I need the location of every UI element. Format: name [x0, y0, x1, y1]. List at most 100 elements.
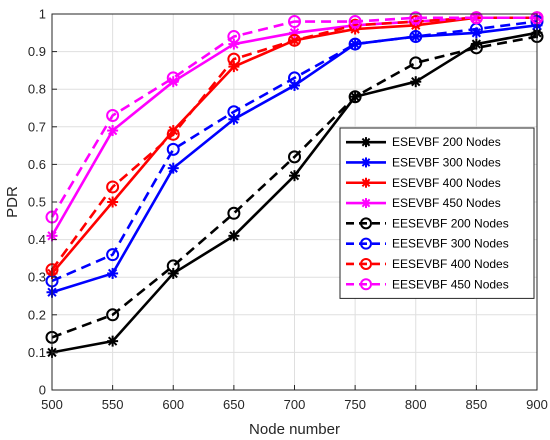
legend-entry: EESEVBF 200 Nodes: [346, 216, 509, 230]
legend-entry: EESEVBF 450 Nodes: [346, 277, 509, 291]
legend-box: [339, 127, 535, 299]
x-tick-label: 600: [162, 397, 184, 412]
circle-marker: [227, 52, 241, 66]
legend-entry: ESEVBF 200 Nodes: [346, 135, 501, 149]
x-tick-label: 800: [405, 397, 427, 412]
circle-marker: [166, 259, 180, 273]
asterisk-marker: [107, 196, 119, 208]
circle-marker: [348, 90, 362, 104]
legend-entry: EESEVBF 400 Nodes: [346, 257, 509, 271]
legend-entry: EESEVBF 300 Nodes: [346, 237, 509, 251]
y-tick-label: 0.8: [28, 82, 46, 97]
circle-marker: [106, 248, 120, 262]
asterisk-marker: [361, 198, 371, 209]
y-tick-label: 0.3: [28, 270, 46, 285]
asterisk-marker: [289, 170, 300, 182]
legend-label: ESEVBF 450 Nodes: [392, 196, 501, 210]
legend-entry: ESEVBF 450 Nodes: [346, 196, 501, 210]
circle-marker: [348, 37, 362, 51]
y-tick-label: 1: [39, 7, 46, 22]
circle-marker: [409, 11, 423, 25]
series-7: [45, 11, 544, 277]
asterisk-stroke: [107, 125, 118, 136]
series-8: [45, 11, 544, 224]
legend-label: ESEVBF 200 Nodes: [392, 135, 501, 149]
circle-marker: [288, 150, 301, 164]
circle-marker: [288, 15, 301, 29]
x-tick-label: 900: [526, 397, 548, 412]
x-tick-label: 850: [466, 397, 488, 412]
series-line: [51, 35, 538, 339]
circle-marker: [227, 105, 241, 119]
legend-entry: ESEVBF 300 Nodes: [346, 155, 501, 169]
x-tick-label: 550: [102, 397, 124, 412]
circle-marker: [409, 15, 423, 29]
circle-marker: [348, 15, 362, 29]
circle-marker: [360, 257, 372, 270]
asterisk-marker: [107, 335, 119, 347]
x-tick-label: 650: [223, 397, 245, 412]
circle-marker: [166, 71, 180, 85]
asterisk-stroke: [471, 28, 482, 38]
x-axis-label: Node number: [249, 421, 340, 438]
circle-marker: [360, 278, 372, 291]
asterisk-stroke: [107, 336, 118, 346]
circle-marker: [288, 71, 301, 85]
axis-ticks: 500 550 600 650 700 750 800 850 900 0 0.1 0.2 0.3 0.4…: [28, 7, 548, 413]
circle-marker: [469, 11, 483, 25]
asterisk-marker: [361, 177, 371, 188]
asterisk-stroke: [361, 158, 371, 167]
circle-marker: [106, 109, 120, 123]
asterisk-stroke: [471, 13, 482, 23]
x-tick-label: 700: [284, 397, 306, 412]
circle-marker: [166, 127, 180, 141]
asterisk-marker: [167, 162, 179, 174]
circle-marker: [360, 237, 372, 250]
circle-marker: [288, 33, 301, 47]
asterisk-stroke: [107, 197, 118, 207]
x-tick-label: 750: [344, 397, 366, 412]
x-tick-label: 500: [41, 397, 63, 412]
legend-label: EESEVBF 300 Nodes: [392, 237, 509, 251]
y-tick-label: 0.6: [28, 157, 46, 172]
circle-marker: [227, 206, 241, 220]
asterisk-stroke: [411, 31, 421, 42]
y-tick-label: 0: [39, 383, 46, 398]
circle-marker: [106, 180, 120, 194]
asterisk-stroke: [411, 77, 421, 87]
asterisk-stroke: [361, 178, 371, 188]
legend-label: ESEVBF 400 Nodes: [392, 176, 501, 190]
asterisk-stroke: [168, 163, 178, 173]
circle-marker: [469, 41, 483, 55]
asterisk-stroke: [361, 198, 371, 208]
series-line: [50, 16, 537, 271]
y-tick-label: 0.2: [28, 307, 46, 322]
asterisk-marker: [107, 267, 119, 279]
circle-marker: [166, 142, 180, 156]
asterisk-stroke: [107, 268, 118, 279]
legend-label: ESEVBF 300 Nodes: [392, 155, 501, 169]
circle-marker: [360, 217, 372, 230]
series-line: [51, 20, 538, 283]
legend-label: EESEVBF 200 Nodes: [392, 216, 509, 230]
asterisk-stroke: [229, 231, 239, 241]
circle-marker: [227, 30, 241, 44]
legend-label: EESEVBF 450 Nodes: [392, 277, 509, 291]
series-line: [50, 16, 537, 218]
y-tick-label: 0.1: [28, 345, 46, 360]
asterisk-marker: [361, 137, 371, 148]
legend-entry: ESEVBF 400 Nodes: [346, 176, 501, 190]
asterisk-marker: [410, 76, 422, 88]
asterisk-marker: [107, 125, 119, 137]
legend: ESEVBF 200 Nodes ESEVBF 300 Nodes ESEVBF 4…: [339, 127, 535, 299]
asterisk-marker: [361, 157, 371, 168]
y-tick-label: 0.5: [28, 195, 46, 210]
circle-marker: [409, 56, 423, 70]
asterisk-stroke: [168, 77, 178, 87]
asterisk-stroke: [361, 137, 371, 147]
asterisk-marker: [228, 230, 240, 242]
circle-marker: [106, 308, 120, 322]
asterisk-stroke: [168, 125, 178, 136]
series-layer: [45, 11, 544, 358]
y-tick-label: 0.7: [28, 119, 46, 134]
